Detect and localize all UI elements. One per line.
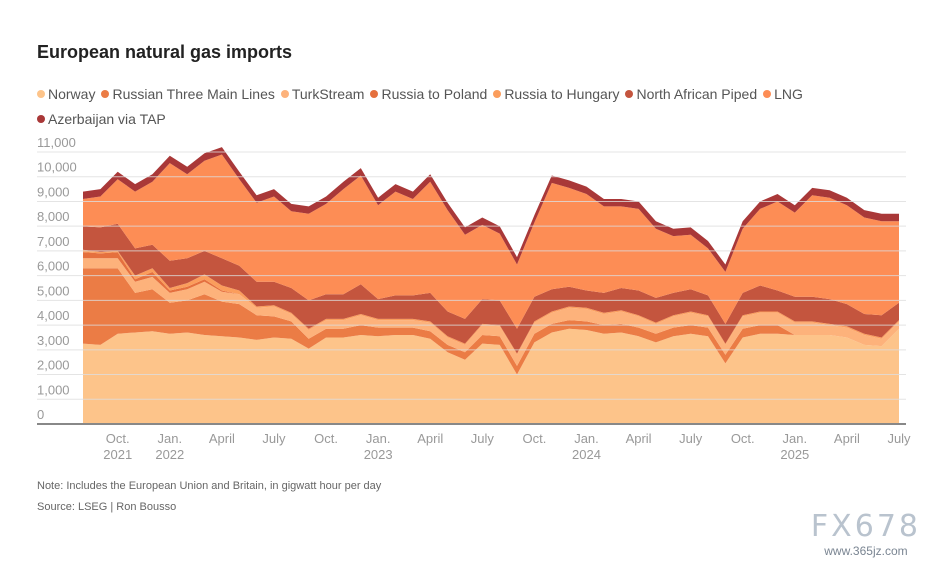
legend-item: Azerbaijan via TAP <box>37 107 166 132</box>
y-tick-label: 4,000 <box>37 308 70 323</box>
x-tick-label: Jan. <box>158 431 183 446</box>
legend-label: Russia to Hungary <box>504 86 620 102</box>
y-tick-label: 0 <box>37 407 44 422</box>
x-tick-year: 2025 <box>780 447 809 462</box>
x-tick-label: April <box>834 431 860 446</box>
legend-label: Russian Three Main Lines <box>112 86 275 102</box>
watermark-brand: FX678 <box>810 509 921 544</box>
x-tick-label: Jan. <box>783 431 808 446</box>
area-russian-three-main-lines <box>83 268 899 375</box>
legend: Norway Russian Three Main Lines TurkStream… <box>37 82 917 132</box>
legend-swatch <box>101 90 110 98</box>
x-tick-label: Jan. <box>366 431 391 446</box>
legend-item: Russian Three Main Lines <box>101 82 275 107</box>
legend-label: North African Piped <box>636 86 758 102</box>
x-tick-label: July <box>262 431 286 446</box>
x-tick-label: Oct. <box>314 431 338 446</box>
legend-swatch <box>763 90 772 98</box>
legend-swatch <box>37 115 45 123</box>
legend-item: Russia to Hungary <box>493 82 619 107</box>
x-tick-year: 2021 <box>103 447 132 462</box>
area-lng <box>83 154 899 329</box>
legend-item: TurkStream <box>280 82 365 107</box>
x-tick-year: 2024 <box>572 447 601 462</box>
legend-label: TurkStream <box>291 86 365 102</box>
legend-label: Norway <box>48 86 96 102</box>
x-tick-label: Oct. <box>106 431 130 446</box>
y-tick-label: 1,000 <box>37 382 70 397</box>
legend-item: LNG <box>763 82 803 107</box>
y-tick-label: 9,000 <box>37 184 70 199</box>
legend-label: LNG <box>774 86 803 102</box>
legend-swatch <box>625 90 634 98</box>
legend-swatch <box>37 90 45 98</box>
x-tick-year: 2022 <box>155 447 184 462</box>
y-tick-label: 10,000 <box>37 160 77 175</box>
area-norway <box>83 328 899 424</box>
legend-item: Norway <box>37 82 95 107</box>
y-tick-label: 5,000 <box>37 283 70 298</box>
legend-item: Russia to Poland <box>370 82 487 107</box>
y-tick-label: 6,000 <box>37 259 70 274</box>
x-tick-label: April <box>417 431 443 446</box>
x-tick-label: April <box>209 431 235 446</box>
chart-note: Note: Includes the European Union and Br… <box>37 480 382 492</box>
legend-label: Azerbaijan via TAP <box>48 111 166 127</box>
x-tick-label: Oct. <box>731 431 755 446</box>
legend-swatch <box>280 90 289 98</box>
legend-swatch <box>493 90 502 98</box>
watermark-site: www.365jz.com <box>824 544 908 558</box>
legend-item: North African Piped <box>625 82 757 107</box>
y-tick-label: 2,000 <box>37 358 70 373</box>
chart-title: European natural gas imports <box>37 42 293 62</box>
x-tick-label: Oct. <box>522 431 546 446</box>
x-tick-label: July <box>471 431 495 446</box>
y-tick-label: 8,000 <box>37 209 70 224</box>
x-tick-label: Jan. <box>574 431 599 446</box>
y-tick-label: 11,000 <box>37 135 76 150</box>
x-tick-label: April <box>626 431 652 446</box>
x-tick-year: 2023 <box>364 447 393 462</box>
area-north-african-piped <box>83 223 899 354</box>
chart-source: Source: LSEG | Ron Bousso <box>37 501 177 513</box>
x-tick-label: July <box>679 431 703 446</box>
legend-label: Russia to Poland <box>381 86 488 102</box>
watermark: FX678 www.365jz.com <box>811 509 921 558</box>
y-tick-label: 7,000 <box>37 234 70 249</box>
x-tick-label: July <box>887 431 911 446</box>
legend-swatch <box>370 90 379 98</box>
y-tick-label: 3,000 <box>37 333 70 348</box>
